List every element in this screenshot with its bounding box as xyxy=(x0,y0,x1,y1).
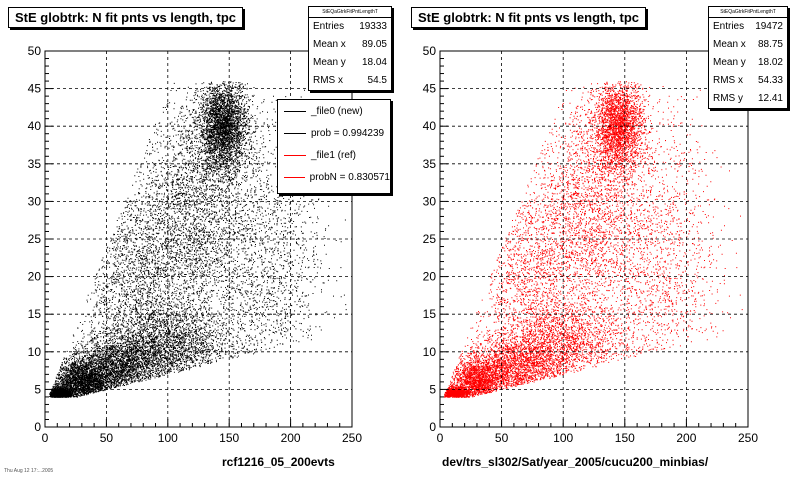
stats-value: 54.5 xyxy=(367,75,387,86)
legend-entry: probN = 0.830571 xyxy=(278,166,390,188)
stats-label: Mean x xyxy=(313,39,346,50)
y-tick-label: 30 xyxy=(423,194,437,208)
legend-line-icon xyxy=(284,132,306,134)
footer-timestamp: Thu Aug 12 17:...2005 xyxy=(4,468,54,474)
stats-label: RMS x xyxy=(713,75,743,86)
y-tick-label: 0 xyxy=(429,420,436,434)
y-tick-label: 50 xyxy=(28,44,42,58)
stats-name: StEQaGtrkFitPntLengthT xyxy=(709,7,787,18)
x-tick-label: 250 xyxy=(738,431,758,445)
stats-label: Mean x xyxy=(713,39,746,50)
stats-label: RMS x xyxy=(313,75,343,86)
stats-row: Entries 19472 xyxy=(709,18,787,36)
x-tick-label: 150 xyxy=(615,431,635,445)
stats-row: Entries 19333 xyxy=(309,18,391,36)
y-tick-label: 40 xyxy=(423,119,437,133)
stats-value: 18.04 xyxy=(361,57,387,68)
stats-row: RMS x 54.5 xyxy=(309,72,391,90)
stats-label: RMS y xyxy=(713,93,743,104)
right-scatter-plot: 0 50 100 150 200 250 0 5 10 15 20 25 30 35 40 45 50 xyxy=(423,44,759,445)
legend-entry: _file0 (new) xyxy=(278,100,390,122)
stats-value: 54.33 xyxy=(757,75,783,86)
y-tick-label: 35 xyxy=(423,157,437,171)
stats-label: Mean y xyxy=(713,57,746,68)
right-stats-box: StEQaGtrkFitPntLengthT Entries 19472 Mean… xyxy=(708,6,788,109)
y-tick-label: 20 xyxy=(423,270,437,284)
stats-label: Mean y xyxy=(313,57,346,68)
legend-line-icon xyxy=(284,176,305,178)
y-tick-label: 30 xyxy=(28,194,42,208)
stats-value: 12.41 xyxy=(757,93,783,104)
stats-label: Entries xyxy=(713,21,745,32)
legend-line-icon xyxy=(284,154,306,156)
stats-row: Mean y 18.02 xyxy=(709,54,787,72)
legend-label: _file1 (ref) xyxy=(311,149,357,161)
x-tick-label: 100 xyxy=(158,431,178,445)
left-stats-box: StEQaGtrkFitPntLengthT Entries 19333 Mean… xyxy=(308,6,392,91)
x-tick-label: 200 xyxy=(676,431,696,445)
legend-label: _file0 (new) xyxy=(311,105,363,117)
plot-frame xyxy=(439,50,749,428)
y-tick-label: 35 xyxy=(28,157,42,171)
legend-line-icon xyxy=(284,110,306,112)
y-tick-label: 45 xyxy=(28,82,42,96)
y-tick-label: 45 xyxy=(423,82,437,96)
y-tick-label: 0 xyxy=(34,420,41,434)
stats-value: 19472 xyxy=(755,21,783,32)
y-tick-label: 5 xyxy=(429,382,436,396)
right-x-axis-label: dev/trs_sl302/Sat/year_2005/cucu200_minb… xyxy=(442,455,709,469)
data-points xyxy=(49,81,347,398)
stats-row: Mean x 88.75 xyxy=(709,36,787,54)
stats-name: StEQaGtrkFitPntLengthT xyxy=(309,7,391,18)
stats-value: 89.05 xyxy=(361,39,387,50)
x-tick-label: 0 xyxy=(437,431,444,445)
y-tick-label: 15 xyxy=(28,307,42,321)
legend: _file0 (new) prob = 0.994239 _file1 (ref… xyxy=(277,99,391,194)
left-x-axis-label: rcf1216_05_200evts xyxy=(222,455,335,469)
y-tick-label: 15 xyxy=(423,307,437,321)
y-tick-label: 10 xyxy=(28,345,42,359)
y-tick-label: 50 xyxy=(423,44,437,58)
legend-entry: prob = 0.994239 xyxy=(278,122,390,144)
data-points xyxy=(444,81,743,398)
x-tick-label: 0 xyxy=(42,431,49,445)
y-tick-label: 20 xyxy=(28,270,42,284)
stats-value: 88.75 xyxy=(757,39,783,50)
x-tick-label: 250 xyxy=(342,431,362,445)
right-chart-title: StE globtrk: N fit pnts vs length, tpc xyxy=(411,7,646,28)
x-tick-label: 200 xyxy=(281,431,301,445)
x-tick-label: 50 xyxy=(100,431,114,445)
x-tick-label: 150 xyxy=(219,431,239,445)
legend-label: prob = 0.994239 xyxy=(311,127,385,139)
y-tick-label: 5 xyxy=(34,382,41,396)
stats-row: Mean y 18.04 xyxy=(309,54,391,72)
y-tick-label: 10 xyxy=(423,345,437,359)
stats-row: Mean x 89.05 xyxy=(309,36,391,54)
legend-entry: _file1 (ref) xyxy=(278,144,390,166)
stats-label: Entries xyxy=(313,21,345,32)
stats-row: RMS y 12.41 xyxy=(709,90,787,108)
stats-value: 19333 xyxy=(359,21,387,32)
left-chart-title: StE globtrk: N fit pnts vs length, tpc xyxy=(8,7,243,28)
y-tick-label: 25 xyxy=(28,232,42,246)
y-tick-label: 40 xyxy=(28,119,42,133)
stats-row: RMS x 54.33 xyxy=(709,72,787,90)
x-tick-label: 100 xyxy=(553,431,573,445)
stats-value: 18.02 xyxy=(757,57,783,68)
x-tick-label: 50 xyxy=(495,431,509,445)
y-tick-label: 25 xyxy=(423,232,437,246)
legend-label: probN = 0.830571 xyxy=(309,171,390,183)
